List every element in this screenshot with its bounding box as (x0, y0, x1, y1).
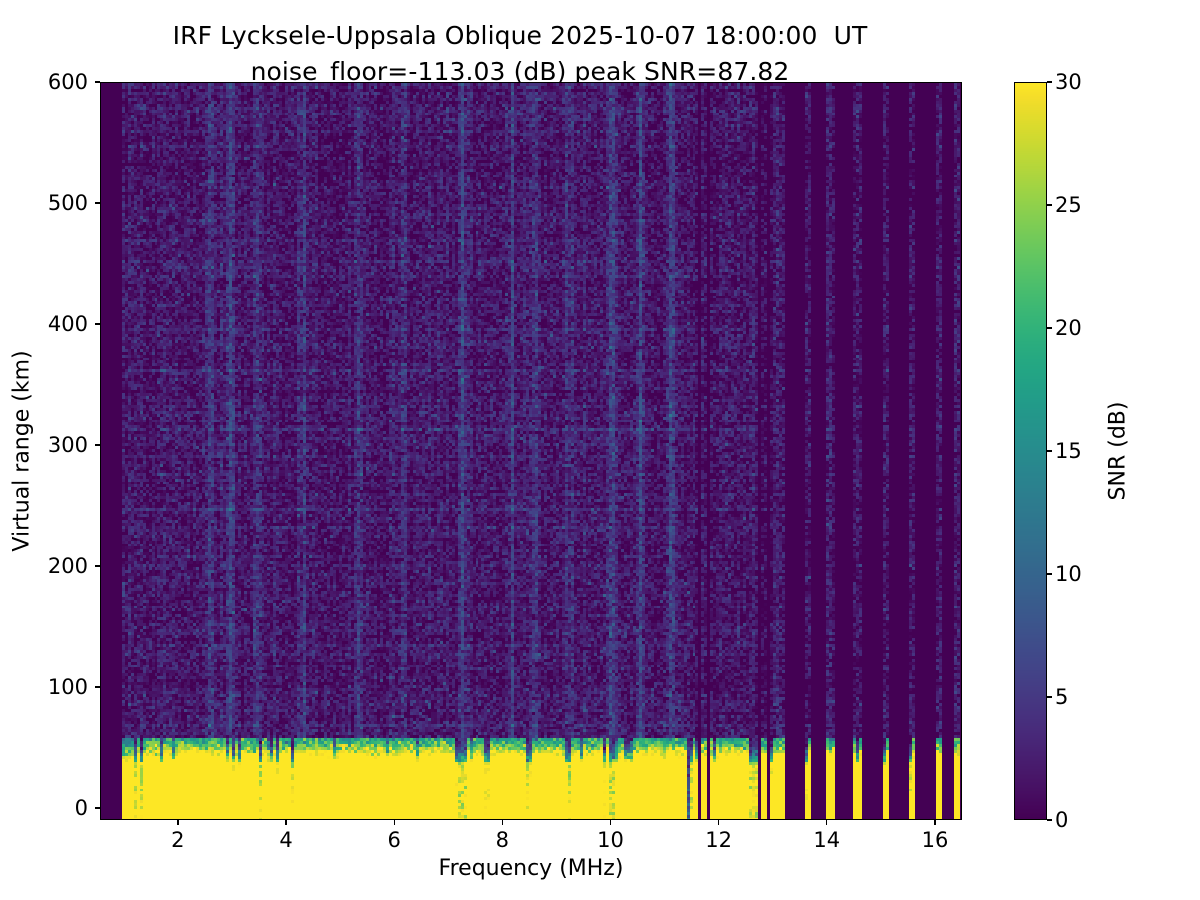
x-tick-2 (177, 820, 179, 825)
title-line-2: noise_floor=-113.03 (dB) peak SNR=87.82 (250, 57, 790, 86)
y-tick-600 (95, 81, 100, 83)
colorbar-ticklabel-25: 25 (1055, 193, 1082, 217)
y-ticklabel-400: 400 (47, 311, 88, 336)
y-ticklabel-100: 100 (47, 674, 88, 699)
y-ticklabel-0: 0 (74, 795, 88, 820)
x-tick-16 (934, 820, 936, 825)
y-tick-400 (95, 323, 100, 325)
colorbar-gradient (1015, 83, 1046, 819)
y-ticklabel-300: 300 (47, 432, 88, 457)
x-tick-8 (501, 820, 503, 825)
x-tick-4 (285, 820, 287, 825)
y-ticklabel-200: 200 (47, 553, 88, 578)
y-ticklabel-600: 600 (47, 70, 88, 94)
x-ticklabel-8: 8 (495, 828, 510, 852)
colorbar-ticklabel-5: 5 (1055, 685, 1069, 709)
y-tick-300 (95, 444, 100, 446)
y-axis-label: Virtual range (km) (9, 350, 35, 552)
colorbar-ticklabel-30: 30 (1055, 70, 1082, 94)
colorbar-tick-30 (1047, 81, 1052, 83)
colorbar-tick-10 (1047, 573, 1052, 575)
colorbar-tick-15 (1047, 450, 1052, 452)
colorbar-tick-20 (1047, 327, 1052, 329)
x-tick-6 (393, 820, 395, 825)
colorbar-tick-5 (1047, 696, 1052, 698)
colorbar-tick-25 (1047, 204, 1052, 206)
x-ticklabel-16: 16 (921, 828, 949, 852)
colorbar[interactable] (1014, 82, 1047, 820)
x-axis-label: Frequency (MHz) (438, 856, 624, 881)
x-ticklabel-12: 12 (705, 828, 733, 852)
y-tick-100 (95, 686, 100, 688)
colorbar-ticklabel-10: 10 (1055, 562, 1082, 586)
title-line-1: IRF Lycksele-Uppsala Oblique 2025-10-07 … (172, 21, 868, 50)
colorbar-label: SNR (dB) (1105, 401, 1131, 501)
x-ticklabel-6: 6 (387, 828, 401, 852)
x-tick-10 (609, 820, 612, 825)
y-tick-0 (95, 807, 100, 809)
plot-title: IRF Lycksele-Uppsala Oblique 2025-10-07 … (0, 18, 1040, 90)
colorbar-ticklabel-15: 15 (1055, 439, 1082, 463)
colorbar-ticklabel-0: 0 (1055, 808, 1069, 832)
colorbar-tick-0 (1047, 819, 1052, 821)
x-ticklabel-14: 14 (813, 828, 841, 852)
y-ticklabel-500: 500 (47, 190, 88, 215)
ionogram-plot-area[interactable] (100, 82, 962, 820)
y-tick-200 (95, 565, 100, 567)
x-tick-12 (717, 820, 720, 825)
x-tick-14 (826, 820, 828, 825)
ionogram-heatmap-canvas (101, 83, 961, 819)
x-ticklabel-10: 10 (597, 828, 624, 852)
y-tick-500 (95, 202, 100, 204)
x-ticklabel-2: 2 (171, 828, 185, 852)
colorbar-ticklabel-20: 20 (1055, 316, 1082, 340)
x-ticklabel-4: 4 (279, 828, 293, 852)
